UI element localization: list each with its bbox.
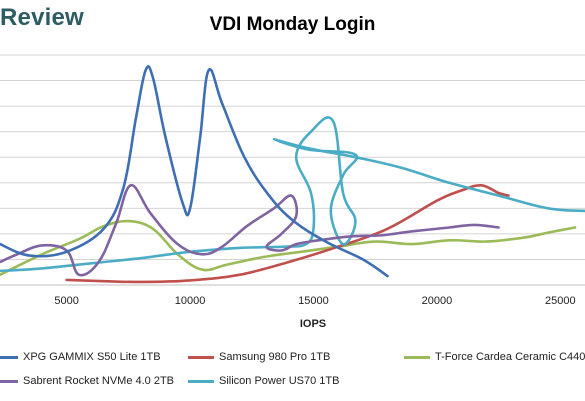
x-tick-label: 5000 <box>54 295 78 307</box>
legend-swatch <box>404 355 430 359</box>
legend-item-sabrent-rocket-nvme-4-0-2tb: Sabrent Rocket NVMe 4.0 2TB <box>0 375 174 387</box>
x-tick-label: 25000 <box>545 295 576 307</box>
legend-item-samsung-980-pro-1tb: Samsung 980 Pro 1TB <box>188 351 330 363</box>
series-line-silicon-power-us70-1tb <box>0 116 585 273</box>
series-line-t-force-cardea-ceramic-c440 <box>0 219 577 277</box>
series-line-sabrent-rocket-nvme-4-0-2tb <box>0 184 500 277</box>
legend-item-xpg-gammix-s50-lite-1tb: XPG GAMMIX S50 Lite 1TB <box>0 351 161 363</box>
legend-swatch <box>0 355 18 359</box>
legend-swatch <box>188 379 214 383</box>
chart-legend: XPG GAMMIX S50 Lite 1TB Samsung 980 Pro 1… <box>0 346 585 401</box>
legend-label: T-Force Cardea Ceramic C440 <box>435 351 585 363</box>
x-axis-label: IOPS <box>300 318 326 330</box>
legend-item-silicon-power-us70-1tb: Silicon Power US70 1TB <box>188 375 339 387</box>
legend-label: Silicon Power US70 1TB <box>219 375 340 387</box>
series-line-xpg-gammix-s50-lite-1tb <box>0 65 389 278</box>
legend-label: XPG GAMMIX S50 Lite 1TB <box>23 351 161 363</box>
line-chart: 5000 10000 15000 20000 25000 IOPS <box>0 54 585 330</box>
brand-logo-text: Review <box>0 4 84 31</box>
x-tick-label: 20000 <box>422 295 453 307</box>
legend-swatch <box>0 379 18 383</box>
legend-swatch <box>188 355 214 359</box>
x-tick-label: 10000 <box>175 295 206 307</box>
chart-title: VDI Monday Login <box>209 14 376 35</box>
legend-label: Sabrent Rocket NVMe 4.0 2TB <box>23 375 175 387</box>
legend-label: Samsung 980 Pro 1TB <box>219 351 331 363</box>
x-tick-label: 15000 <box>298 295 329 307</box>
legend-item-t-force-cardea-ceramic-c440: T-Force Cardea Ceramic C440 <box>404 351 585 363</box>
